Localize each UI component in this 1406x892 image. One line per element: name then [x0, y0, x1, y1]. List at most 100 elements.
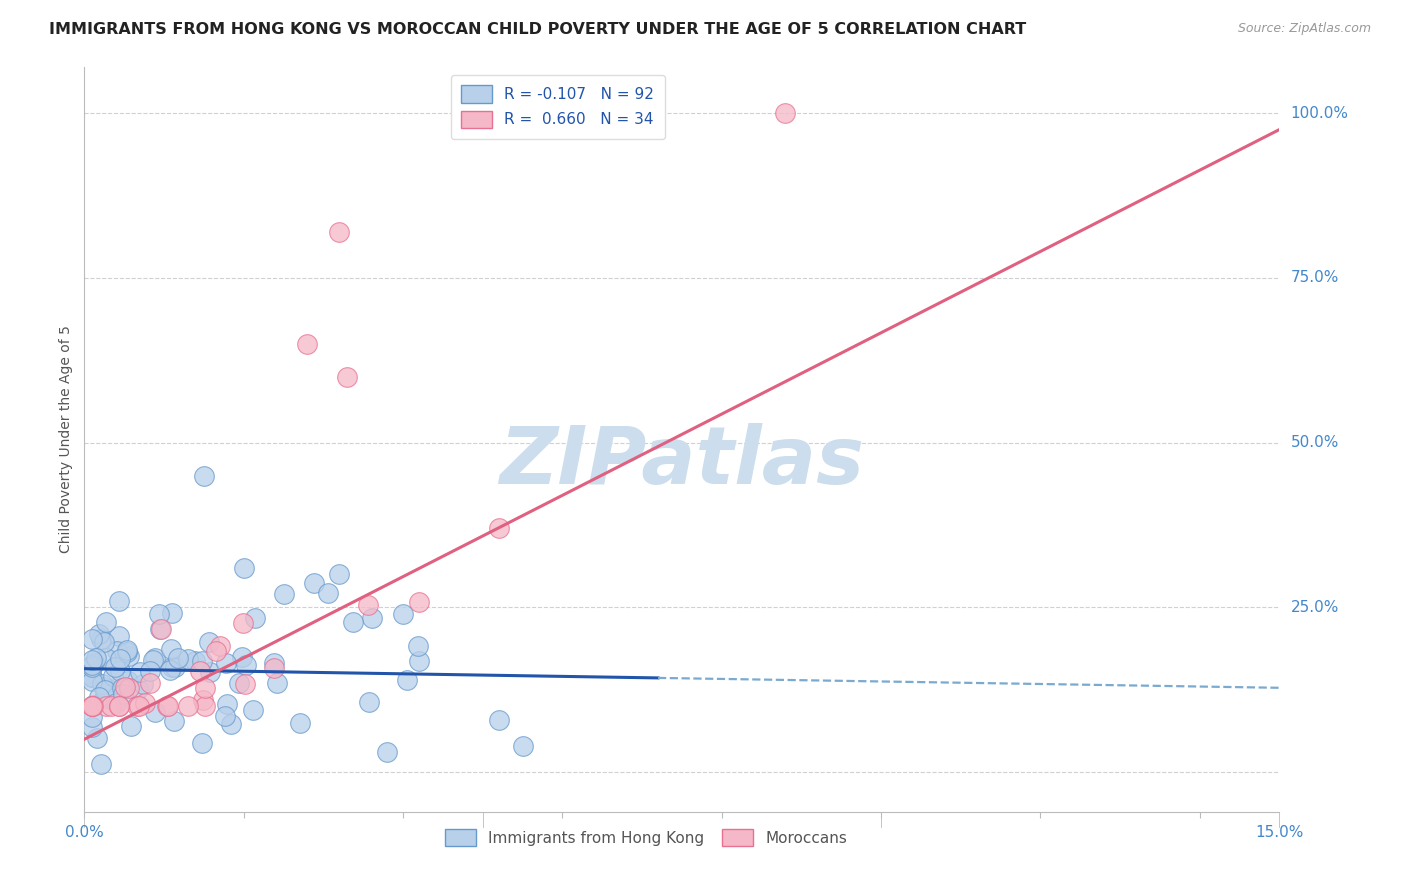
Point — [273, 587, 295, 601]
Point — [96, 699, 118, 714]
Point — [82, 674, 104, 689]
Point — [266, 675, 288, 690]
Point — [221, 717, 243, 731]
Point — [357, 696, 380, 710]
Point — [163, 714, 186, 729]
Point — [115, 643, 138, 657]
Point — [94, 682, 117, 697]
Point — [134, 696, 156, 710]
Point — [90, 632, 112, 647]
Point — [131, 677, 153, 691]
Point — [82, 653, 104, 667]
Legend: Immigrants from Hong Kong, Moroccans: Immigrants from Hong Kong, Moroccans — [439, 822, 853, 853]
Point — [115, 645, 138, 659]
Point — [104, 659, 127, 673]
Point — [160, 607, 183, 621]
Point — [231, 649, 253, 664]
Point — [82, 632, 104, 647]
Point — [108, 664, 131, 678]
Point — [94, 615, 117, 629]
Point — [117, 674, 139, 689]
Point — [108, 629, 131, 643]
Point — [105, 688, 128, 702]
Point — [408, 594, 430, 608]
Point — [392, 607, 415, 621]
Point — [138, 664, 160, 678]
Point — [328, 225, 350, 239]
Point — [336, 369, 359, 384]
Point — [155, 699, 177, 714]
Point — [93, 634, 115, 648]
Text: ZIPatlas: ZIPatlas — [499, 423, 865, 500]
Point — [198, 635, 221, 649]
Point — [243, 611, 266, 625]
Point — [775, 106, 797, 120]
Point — [160, 641, 183, 656]
Point — [82, 670, 104, 684]
Point — [82, 698, 104, 712]
Point — [111, 687, 134, 701]
Point — [166, 650, 188, 665]
Point — [105, 643, 128, 657]
Text: 25.0%: 25.0% — [1291, 600, 1339, 615]
Text: 50.0%: 50.0% — [1291, 435, 1339, 450]
Point — [145, 651, 167, 665]
Point — [82, 659, 104, 673]
Point — [100, 699, 122, 714]
Y-axis label: Child Poverty Under the Age of 5: Child Poverty Under the Age of 5 — [59, 326, 73, 553]
Point — [82, 699, 104, 714]
Point — [86, 731, 108, 746]
Point — [408, 654, 430, 668]
Point — [111, 681, 134, 695]
Point — [177, 699, 200, 714]
Point — [193, 692, 215, 706]
Point — [302, 576, 325, 591]
Point — [82, 699, 104, 714]
Point — [82, 699, 104, 714]
Point — [90, 756, 112, 771]
Text: Source: ZipAtlas.com: Source: ZipAtlas.com — [1237, 22, 1371, 36]
Point — [235, 657, 257, 672]
Point — [82, 670, 104, 684]
Point — [242, 703, 264, 717]
Point — [205, 644, 228, 658]
Point — [82, 658, 104, 673]
Point — [138, 676, 160, 690]
Point — [233, 677, 256, 691]
Point — [215, 697, 238, 711]
Text: 0.0%: 0.0% — [65, 825, 104, 840]
Point — [288, 716, 311, 731]
Point — [108, 594, 131, 608]
Text: 100.0%: 100.0% — [1291, 105, 1348, 120]
Text: 15.0%: 15.0% — [1256, 825, 1303, 840]
Point — [107, 699, 129, 714]
Point — [395, 673, 418, 687]
Point — [82, 720, 104, 734]
Point — [127, 681, 149, 696]
Point — [194, 699, 217, 714]
Point — [118, 649, 141, 664]
Point — [128, 699, 150, 714]
Point — [156, 699, 179, 714]
Point — [297, 336, 319, 351]
Point — [408, 639, 430, 653]
Point — [316, 586, 339, 600]
Point — [150, 622, 173, 636]
Point — [96, 681, 118, 695]
Point — [193, 468, 215, 483]
Point — [512, 739, 534, 753]
Point — [328, 567, 350, 582]
Point — [190, 664, 212, 678]
Point — [87, 690, 110, 705]
Point — [215, 656, 238, 670]
Point — [232, 561, 254, 575]
Point — [93, 680, 115, 694]
Point — [118, 681, 141, 696]
Point — [148, 607, 170, 621]
Point — [159, 663, 181, 677]
Point — [231, 615, 253, 630]
Point — [342, 615, 364, 630]
Point — [82, 658, 104, 673]
Point — [163, 659, 186, 673]
Point — [194, 681, 217, 695]
